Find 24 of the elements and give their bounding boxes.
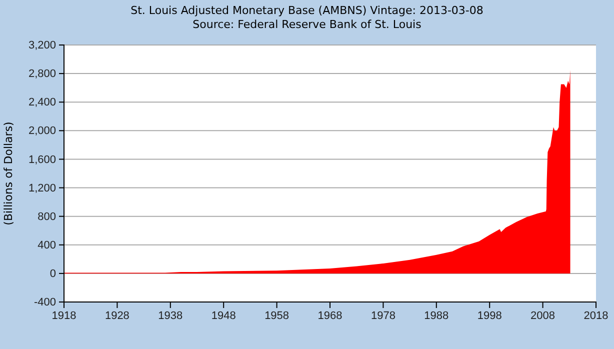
y-tick-label: 0 (50, 268, 56, 280)
y-tick-label: 400 (38, 239, 56, 252)
x-tick-label: 1978 (370, 310, 396, 322)
y-axis-title: (Billions of Dollars) (2, 122, 15, 226)
y-tick-label: 1,600 (28, 154, 56, 166)
y-tick-label: -400 (34, 296, 56, 309)
y-tick-label: 1,200 (28, 182, 56, 194)
chart-title: St. Louis Adjusted Monetary Base (AMBNS) Vintage: 2013-03-08 (130, 4, 484, 17)
x-tick-label: 1958 (264, 310, 290, 322)
x-tick-label: 2008 (530, 310, 556, 322)
x-tick-label: 2018 (584, 310, 608, 322)
chart-subtitle: Source: Federal Reserve Bank of St. Louis (192, 18, 422, 31)
y-tick-label: 2,800 (28, 68, 56, 80)
x-tick-label: 1988 (424, 310, 449, 322)
x-tick-label: 1938 (158, 310, 183, 322)
x-tick-label: 1928 (104, 310, 130, 322)
y-tick-label: 2,400 (28, 96, 56, 109)
x-tick-label: 1968 (318, 310, 342, 322)
x-tick-label: 1948 (211, 310, 236, 322)
y-tick-label: 2,000 (28, 125, 56, 138)
y-tick-label: 3,200 (28, 40, 56, 52)
x-tick-label: 1998 (477, 310, 502, 322)
x-tick-label: 1918 (52, 310, 76, 322)
y-tick-label: 800 (38, 210, 56, 223)
